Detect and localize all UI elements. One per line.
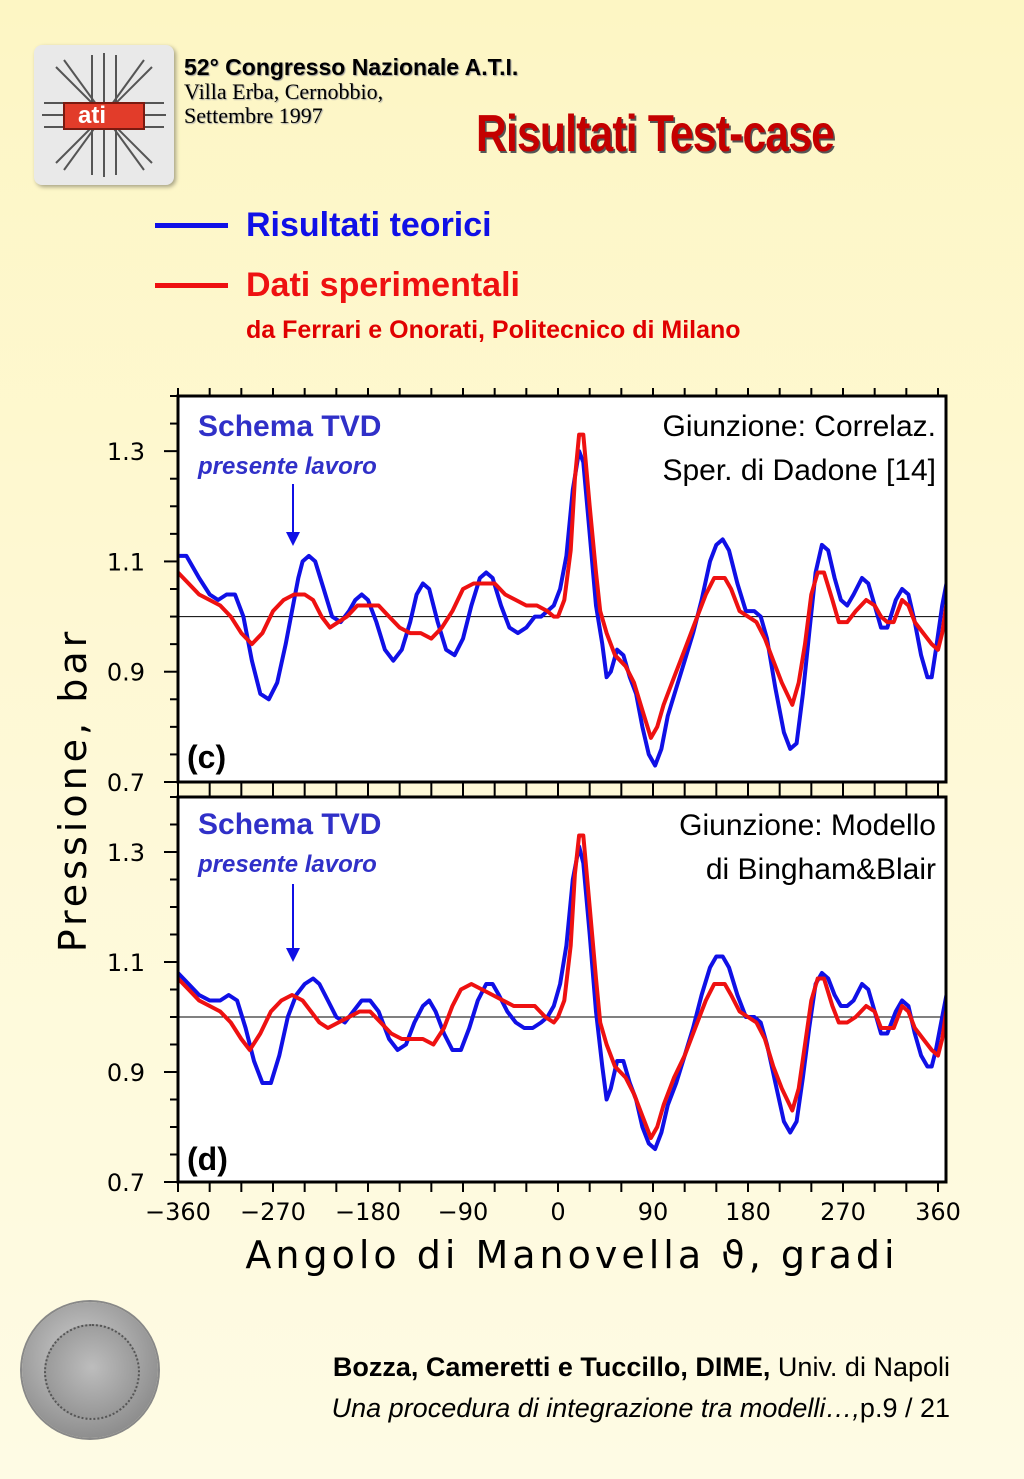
panel-series-group [178, 833, 946, 1151]
y-tick-label: 1.3 [107, 438, 145, 466]
x-axis-label: Angolo di Manovella ϑ, gradi [245, 1233, 898, 1277]
panel-c-scheme-sub: presente lavoro [197, 453, 377, 480]
panel-c-label: (c) [187, 739, 226, 775]
y-tick-label: 0.9 [107, 659, 145, 687]
panel-d-annotation-line2: di Bingham&Blair [706, 853, 936, 886]
legend-experimental: Dati sperimentali [155, 266, 520, 305]
footer-university: Univ. di Napoli [770, 1352, 950, 1382]
conference-venue: Villa Erba, Cernobbio, [184, 78, 384, 104]
legend-theory-label: Risultati teorici [246, 206, 492, 244]
series-line-theory [178, 449, 946, 768]
footer-authors: Bozza, Cameretti e Tuccillo, DIME, Univ.… [333, 1352, 950, 1383]
y-tick-label: 0.7 [107, 769, 145, 797]
x-tick-label: −360 [145, 1198, 211, 1226]
university-seal [22, 1302, 158, 1438]
panel-c-plot [178, 432, 946, 768]
legend-theory: Risultati teorici [155, 206, 492, 245]
x-tick-label: −270 [240, 1198, 306, 1226]
panel-series-group [178, 432, 946, 768]
legend-exp-swatch [155, 283, 228, 288]
y-tick-label: 0.7 [107, 1169, 145, 1197]
series-line-theory [178, 844, 946, 1151]
x-tick-label: 360 [915, 1198, 961, 1226]
panel-c: Schema TVD presente lavoro Giunzione: Co… [176, 394, 948, 784]
series-line-experimental [178, 833, 946, 1140]
ati-logo: ati [34, 45, 174, 185]
legend-theory-swatch [155, 223, 228, 228]
panel-d-scheme-sub: presente lavoro [197, 851, 377, 878]
slide-title: Risultati Test-case [476, 105, 835, 163]
x-tick-label: 90 [638, 1198, 669, 1226]
y-tick-label: 1.1 [107, 949, 145, 977]
panel-d-label: (d) [187, 1141, 228, 1177]
y-tick-label: 1.1 [107, 548, 145, 576]
panel-d: Schema TVD presente lavoro Giunzione: Mo… [176, 795, 948, 1184]
panel-d-annotation-line1: Giunzione: Modello [679, 809, 936, 842]
conference-name: 52° Congresso Nazionale A.T.I. [184, 54, 519, 80]
conference-date: Settembre 1997 [184, 102, 323, 128]
series-line-experimental [178, 432, 946, 740]
data-source: da Ferrari e Onorati, Politecnico di Mil… [246, 316, 741, 344]
y-axis-label: Pressione, bar [51, 628, 95, 952]
x-tick-label: 0 [550, 1198, 565, 1226]
ati-logo-text: ati [78, 102, 107, 129]
panel-c-arrow-head [286, 532, 300, 546]
conference-info: 52° Congresso Nazionale A.T.I. Villa Erb… [184, 55, 518, 127]
x-tick-label: −180 [335, 1198, 401, 1226]
legend-exp-label: Dati sperimentali [246, 266, 520, 304]
footer-page: p.9 / 21 [859, 1393, 950, 1423]
axes: 1.31.10.90.71.31.10.90.7−360 −270 −180 −90 0… [107, 388, 961, 1226]
footer-authors-names: Bozza, Cameretti e Tuccillo, DIME, [332, 1352, 771, 1382]
x-tick-label: −90 [438, 1198, 489, 1226]
y-tick-label: 1.3 [107, 839, 145, 867]
panel-c-scheme-label: Schema TVD [198, 410, 381, 443]
panel-c-annotation-line1: Giunzione: Correlaz. [663, 410, 936, 443]
seal-emblem-icon [44, 1324, 140, 1420]
ati-logo-icon [42, 53, 166, 177]
panel-d-plot [178, 833, 946, 1151]
footer-paper-title: Una procedura di integrazione tra modell… [331, 1393, 860, 1423]
x-tick-label: 180 [725, 1198, 771, 1226]
panel-d-background [178, 797, 946, 1182]
panel-d-scheme-label: Schema TVD [198, 808, 381, 841]
panel-d-arrow-head [286, 948, 300, 962]
x-tick-label: 270 [820, 1198, 866, 1226]
footer-paper: Una procedura di integrazione tra modell… [332, 1393, 950, 1424]
y-tick-label: 0.9 [107, 1059, 145, 1087]
panel-c-annotation-line2: Sper. di Dadone [14] [662, 454, 936, 487]
